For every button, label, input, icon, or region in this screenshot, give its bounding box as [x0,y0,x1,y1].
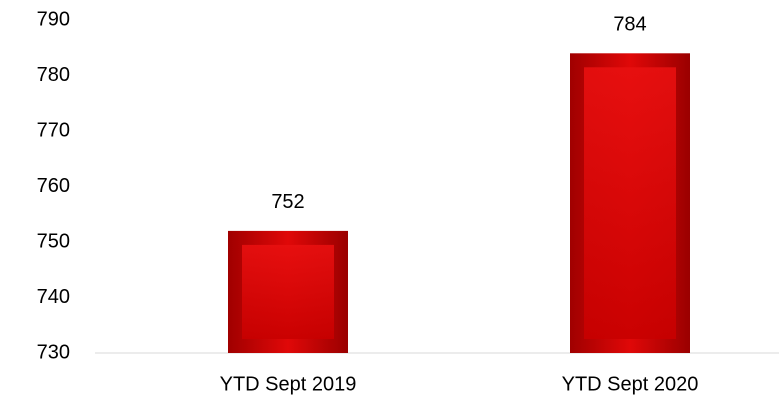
bar-bevel [242,244,334,339]
x-tick-label: YTD Sept 2020 [562,373,699,395]
value-label: 752 [271,191,304,213]
y-tick-label: 760 [37,175,70,197]
y-tick-label: 740 [37,286,70,308]
y-tick-label: 770 [37,119,70,141]
y-tick-label: 780 [37,64,70,86]
y-tick-label: 790 [37,8,70,30]
x-tick-label: YTD Sept 2019 [220,373,357,395]
y-tick-label: 730 [37,341,70,363]
y-tick-label: 750 [37,230,70,252]
value-label: 784 [613,14,646,36]
bar-bevel [584,67,676,340]
